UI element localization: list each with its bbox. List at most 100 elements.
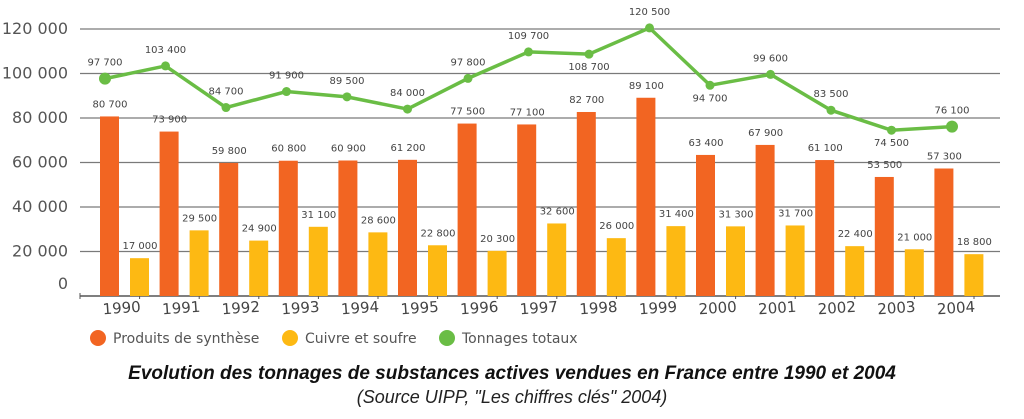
bar-label-cuivre: 31 100: [301, 210, 336, 221]
line-label: 103 400: [145, 45, 186, 56]
bar-label-produits: 57 300: [927, 152, 962, 163]
bar-produits-synthese: [696, 154, 715, 296]
line-point: [282, 87, 291, 97]
line-point: [99, 72, 111, 85]
line-point: [463, 73, 473, 83]
x-tick-label: 1994: [340, 298, 379, 319]
line-label: 120 500: [629, 7, 670, 18]
bar-cuivre-soufre: [487, 250, 507, 296]
line-point: [403, 104, 412, 114]
legend-totaux-label: Tonnages totaux: [461, 331, 578, 347]
line-label: 91 900: [269, 71, 304, 82]
line-label: 84 700: [209, 87, 244, 98]
bar-label-cuivre: 22 400: [838, 229, 873, 240]
x-tick-label: 2004: [936, 298, 975, 319]
bar-produits-synthese: [755, 144, 775, 296]
bar-cuivre-soufre: [726, 226, 745, 296]
line-point: [826, 105, 836, 115]
x-tick-label: 2001: [758, 298, 797, 319]
bar-label-cuivre: 28 600: [361, 215, 396, 226]
bar-label-produits: 73 900: [152, 115, 187, 126]
line-label: 109 700: [508, 31, 549, 42]
x-tick-label: 1992: [221, 298, 260, 319]
line-label: 108 700: [568, 62, 609, 73]
x-tick-label: 1998: [579, 298, 618, 319]
line-point: [584, 49, 594, 59]
line-label: 84 000: [390, 88, 425, 99]
bar-cuivre-soufre: [130, 258, 149, 296]
bar-cuivre-soufre: [666, 226, 686, 296]
bar-label-cuivre: 18 800: [957, 237, 992, 248]
bar-label-produits: 67 900: [748, 128, 783, 139]
bar-cuivre-soufre: [785, 225, 805, 296]
x-tick-label: 2002: [817, 298, 856, 319]
chart: 0 20 000 40 000 60 000 80 000 100 000 120 000 8…: [2, 7, 1000, 347]
bar-label-produits: 63 400: [689, 138, 724, 149]
bar-cuivre-soufre: [249, 240, 269, 296]
bar-produits-synthese: [815, 160, 835, 296]
bar-produits-synthese: [874, 176, 894, 296]
bar-cuivre-soufre: [904, 249, 924, 296]
line-point: [645, 23, 654, 33]
bar-produits-synthese: [517, 124, 537, 296]
bar-label-cuivre: 32 600: [540, 206, 575, 217]
y-tick-label: 60 000: [12, 153, 68, 172]
y-tick-label: 100 000: [2, 64, 68, 83]
x-tick-label: 1996: [460, 298, 499, 319]
bar-produits-synthese: [576, 111, 596, 297]
line-point: [342, 92, 352, 102]
bar-produits-synthese: [219, 162, 239, 296]
x-tick-label: 1999: [638, 298, 677, 319]
x-tick-label: 1990: [102, 298, 141, 319]
line-point: [161, 61, 170, 71]
bar-label-cuivre: 21 000: [897, 232, 932, 243]
bar-label-cuivre: 20 300: [480, 234, 515, 245]
y-tick-label: 40 000: [12, 197, 68, 216]
x-tick-label: 1991: [162, 298, 201, 319]
line-label: 94 700: [693, 93, 728, 104]
bar-label-produits: 80 700: [93, 99, 128, 110]
line-label: 83 500: [814, 89, 849, 100]
line-point: [221, 103, 231, 113]
bar-label-produits: 60 800: [271, 144, 306, 155]
bar-label-cuivre: 24 900: [242, 224, 277, 235]
bar-label-produits: 89 100: [629, 81, 664, 92]
y-tick-label: 0: [58, 274, 68, 293]
chart-title: Evolution des tonnages de substances act…: [128, 363, 896, 384]
bar-label-produits: 61 100: [808, 143, 843, 154]
bar-produits-synthese: [100, 116, 119, 296]
legend-cuivre-marker: [282, 330, 298, 346]
bar-label-produits: 61 200: [391, 143, 426, 154]
bar-label-produits: 60 900: [331, 143, 366, 154]
x-tick-label: 1993: [281, 298, 320, 319]
bar-produits-synthese: [278, 160, 298, 296]
line-label: 99 600: [753, 53, 788, 64]
chart-source: (Source UIPP, "Les chiffres clés" 2004): [356, 387, 668, 407]
line-point: [705, 80, 715, 90]
bar-cuivre-soufre: [189, 230, 209, 296]
bar-label-cuivre: 31 400: [659, 209, 694, 220]
bar-label-produits: 77 100: [510, 107, 545, 118]
legend-cuivre-label: Cuivre et soufre: [305, 331, 417, 347]
legend-produits-label: Produits de synthèse: [113, 331, 259, 347]
line-label: 89 500: [330, 76, 365, 87]
line-label: 97 700: [88, 58, 123, 69]
line-point: [766, 69, 775, 79]
line-label: 74 500: [874, 138, 909, 149]
legend-produits-marker: [90, 330, 106, 346]
bar-produits-synthese: [398, 159, 417, 296]
bar-label-cuivre: 31 300: [719, 209, 754, 220]
bar-cuivre-soufre: [606, 238, 626, 296]
bar-cuivre-soufre: [428, 245, 447, 296]
bar-label-cuivre: 22 800: [421, 228, 456, 239]
bar-produits-synthese: [338, 160, 358, 296]
bar-cuivre-soufre: [308, 226, 328, 296]
line-point: [946, 120, 958, 133]
bar-produits-synthese: [457, 123, 477, 296]
bar-label-cuivre: 29 500: [182, 213, 217, 224]
bar-cuivre-soufre: [845, 246, 865, 296]
line-label: 97 800: [451, 57, 486, 68]
bar-produits-synthese: [159, 131, 179, 296]
bar-produits-synthese: [636, 97, 656, 296]
bar-cuivre-soufre: [964, 254, 984, 296]
